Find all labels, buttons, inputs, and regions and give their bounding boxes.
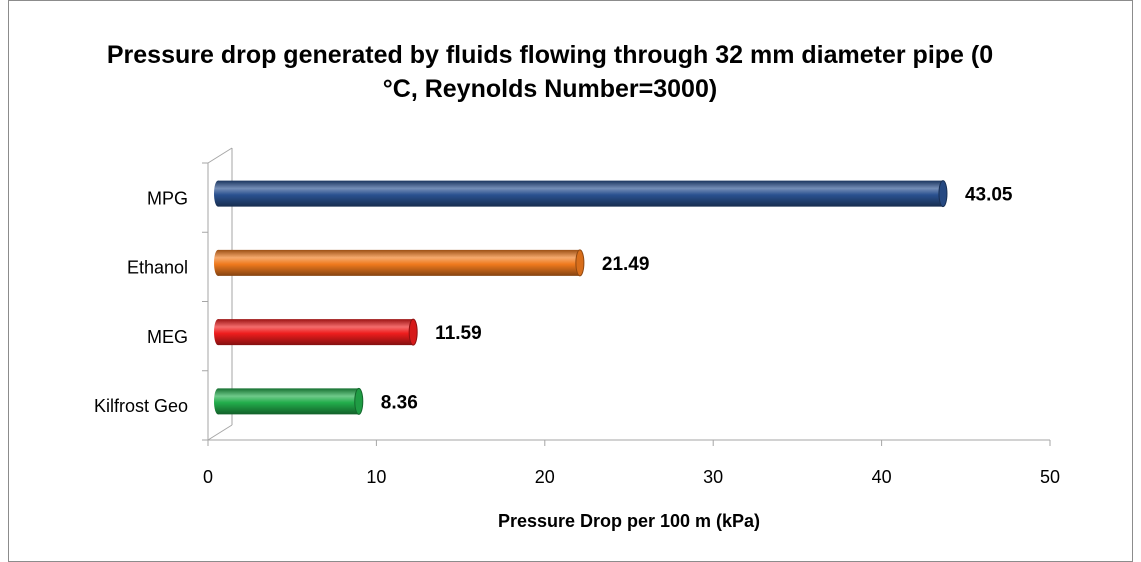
floor-edge xyxy=(207,424,233,441)
y-tick-label: MPG xyxy=(147,188,188,208)
bar-cap xyxy=(354,387,364,415)
y-tick-label: Kilfrost Geo xyxy=(94,396,188,416)
wall-edge xyxy=(207,147,233,164)
x-tick-label: 0 xyxy=(203,467,213,487)
bar-cap xyxy=(408,318,418,346)
y-tick-label: MEG xyxy=(147,327,188,347)
chart-border xyxy=(8,0,1133,562)
x-tick-label: 20 xyxy=(535,467,555,487)
x-axis-label: Pressure Drop per 100 m (kPa) xyxy=(498,511,760,531)
chart-title: Pressure drop generated by fluids flowin… xyxy=(106,41,994,103)
bar-cap xyxy=(575,249,585,277)
x-tick-label: 40 xyxy=(872,467,892,487)
x-tick-label: 30 xyxy=(703,467,723,487)
bar-cap xyxy=(938,180,948,208)
value-label: 8.36 xyxy=(381,392,418,413)
bar xyxy=(218,180,943,207)
bar xyxy=(218,249,580,276)
value-label: 21.49 xyxy=(602,254,650,275)
y-tick-label: Ethanol xyxy=(127,258,188,278)
bar xyxy=(218,388,359,415)
x-tick-label: 10 xyxy=(366,467,386,487)
value-label: 43.05 xyxy=(965,185,1013,206)
x-tick-label: 50 xyxy=(1040,467,1060,487)
bar xyxy=(218,319,414,346)
value-label: 11.59 xyxy=(435,323,482,344)
